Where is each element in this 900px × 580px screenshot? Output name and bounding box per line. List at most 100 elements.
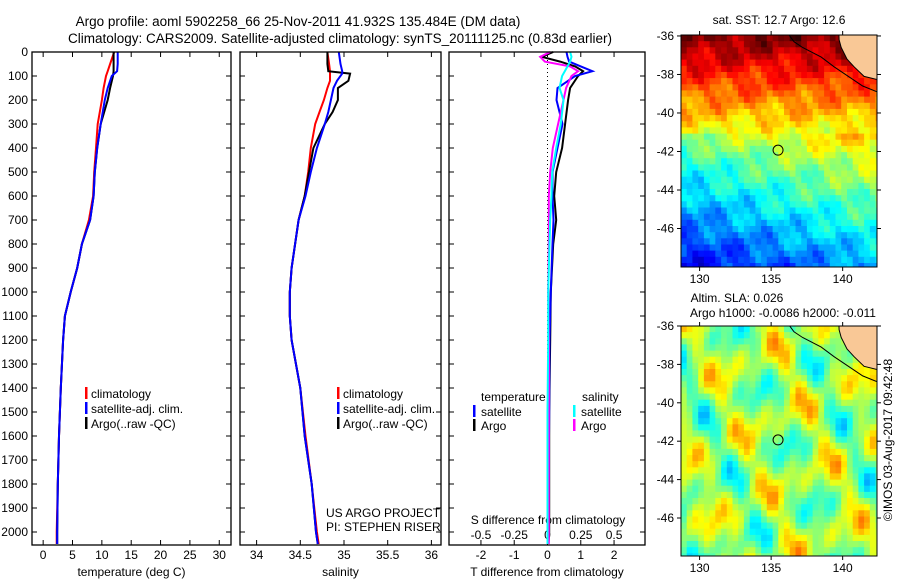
heatmap-cell xyxy=(852,498,859,505)
heatmap-cell xyxy=(812,182,819,190)
heatmap-cell xyxy=(738,152,745,159)
heatmap-cell xyxy=(726,152,734,159)
heatmap-cell xyxy=(749,332,756,339)
heatmap-cell xyxy=(703,541,711,548)
lat-tick-label: -38 xyxy=(657,357,675,371)
heatmap-cell xyxy=(755,541,762,548)
heatmap-cell xyxy=(698,250,705,258)
heatmap-cell xyxy=(795,170,802,178)
heatmap-cell xyxy=(784,232,791,239)
heatmap-cell xyxy=(852,412,859,419)
heatmap-cell xyxy=(698,332,705,339)
heatmap-cell xyxy=(743,219,751,227)
heatmap-cell xyxy=(812,381,819,388)
heatmap-cell xyxy=(761,182,768,190)
heatmap-cell xyxy=(749,412,756,419)
heatmap-cell xyxy=(858,139,865,147)
heatmap-cell xyxy=(726,430,734,438)
heatmap-cell xyxy=(721,78,728,85)
heatmap-cell xyxy=(789,369,796,376)
heatmap-cell xyxy=(721,516,728,524)
heatmap-cell xyxy=(824,338,831,345)
heatmap-cell xyxy=(772,430,779,438)
heatmap-cell xyxy=(703,84,711,91)
heatmap-cell xyxy=(709,467,716,474)
heatmap-cell xyxy=(703,461,711,468)
heatmap-cell xyxy=(795,473,802,481)
heatmap-cell xyxy=(864,90,871,98)
heatmap-cell xyxy=(715,442,722,450)
heatmap-cell xyxy=(703,121,711,128)
heatmap-cell xyxy=(738,108,745,116)
heatmap-cell xyxy=(755,461,762,468)
heatmap-cell xyxy=(875,541,877,548)
heatmap-cell xyxy=(772,479,779,487)
heatmap-cell xyxy=(801,418,808,425)
heatmap-cell xyxy=(749,189,756,196)
heatmap-cell xyxy=(738,238,745,245)
heatmap-cell xyxy=(766,424,774,431)
land-australia xyxy=(838,35,877,81)
heatmap-cell xyxy=(692,219,699,227)
heatmap-cell xyxy=(743,430,751,438)
heatmap-cell xyxy=(875,522,877,530)
heatmap-cell xyxy=(824,189,831,196)
heatmap-cell xyxy=(795,213,802,221)
heatmap-cell xyxy=(743,78,751,85)
heatmap-cell xyxy=(789,338,796,345)
heatmap-cell xyxy=(721,393,728,401)
heatmap-cell xyxy=(829,553,837,556)
depth-tick-label: 900 xyxy=(8,261,28,275)
heatmap-cell xyxy=(875,498,877,505)
heatmap-cell xyxy=(772,65,779,73)
heatmap-cell xyxy=(869,522,877,530)
heatmap-cell xyxy=(743,405,751,413)
heatmap-cell xyxy=(818,399,825,407)
heatmap-cell xyxy=(852,522,859,530)
heatmap-cell xyxy=(686,35,693,42)
heatmap-cell xyxy=(869,207,877,215)
heatmap-cell xyxy=(852,195,859,202)
heatmap-cell xyxy=(761,498,768,505)
heatmap-cell xyxy=(766,78,774,85)
heatmap-cell xyxy=(858,189,865,196)
heatmap-cell xyxy=(692,516,699,524)
heatmap-cell xyxy=(875,516,877,524)
heatmap-cell xyxy=(818,84,825,91)
heatmap-cell xyxy=(709,127,716,135)
heatmap-cell xyxy=(841,362,848,370)
heatmap-cell xyxy=(686,182,693,190)
heatmap-cell xyxy=(829,244,837,252)
heatmap-cell xyxy=(784,158,791,165)
heatmap-cell xyxy=(869,448,877,456)
heatmap-cell xyxy=(875,461,877,468)
heatmap-cell xyxy=(852,418,859,425)
x-tick-label: 1 xyxy=(577,548,584,562)
heatmap-cell xyxy=(726,467,734,474)
heatmap-cell xyxy=(829,189,837,196)
heatmap-cell xyxy=(841,418,848,425)
heatmap-cell xyxy=(852,442,859,450)
heatmap-cell xyxy=(829,96,837,104)
heatmap-cell xyxy=(772,263,779,267)
heatmap-cell xyxy=(858,127,865,135)
heatmap-cell xyxy=(686,263,693,267)
heatmap-cell xyxy=(869,534,877,542)
heatmap-cell xyxy=(818,338,825,345)
heatmap-cell xyxy=(784,41,791,48)
heatmap-cell xyxy=(858,90,865,98)
heatmap-cell xyxy=(692,393,699,401)
heatmap-cell xyxy=(869,189,877,196)
heatmap-cell xyxy=(841,491,848,499)
heatmap-cell xyxy=(835,207,842,215)
heatmap-cell xyxy=(698,213,705,221)
heatmap-cell xyxy=(698,387,705,395)
heatmap-cell xyxy=(755,108,762,116)
heatmap-cell xyxy=(778,207,785,215)
heatmap-cell xyxy=(726,256,734,264)
heatmap-cell xyxy=(824,344,831,352)
heatmap-cell xyxy=(732,541,739,548)
heatmap-cell xyxy=(835,442,842,450)
heatmap-cell xyxy=(681,332,688,339)
heatmap-cell xyxy=(841,467,848,474)
